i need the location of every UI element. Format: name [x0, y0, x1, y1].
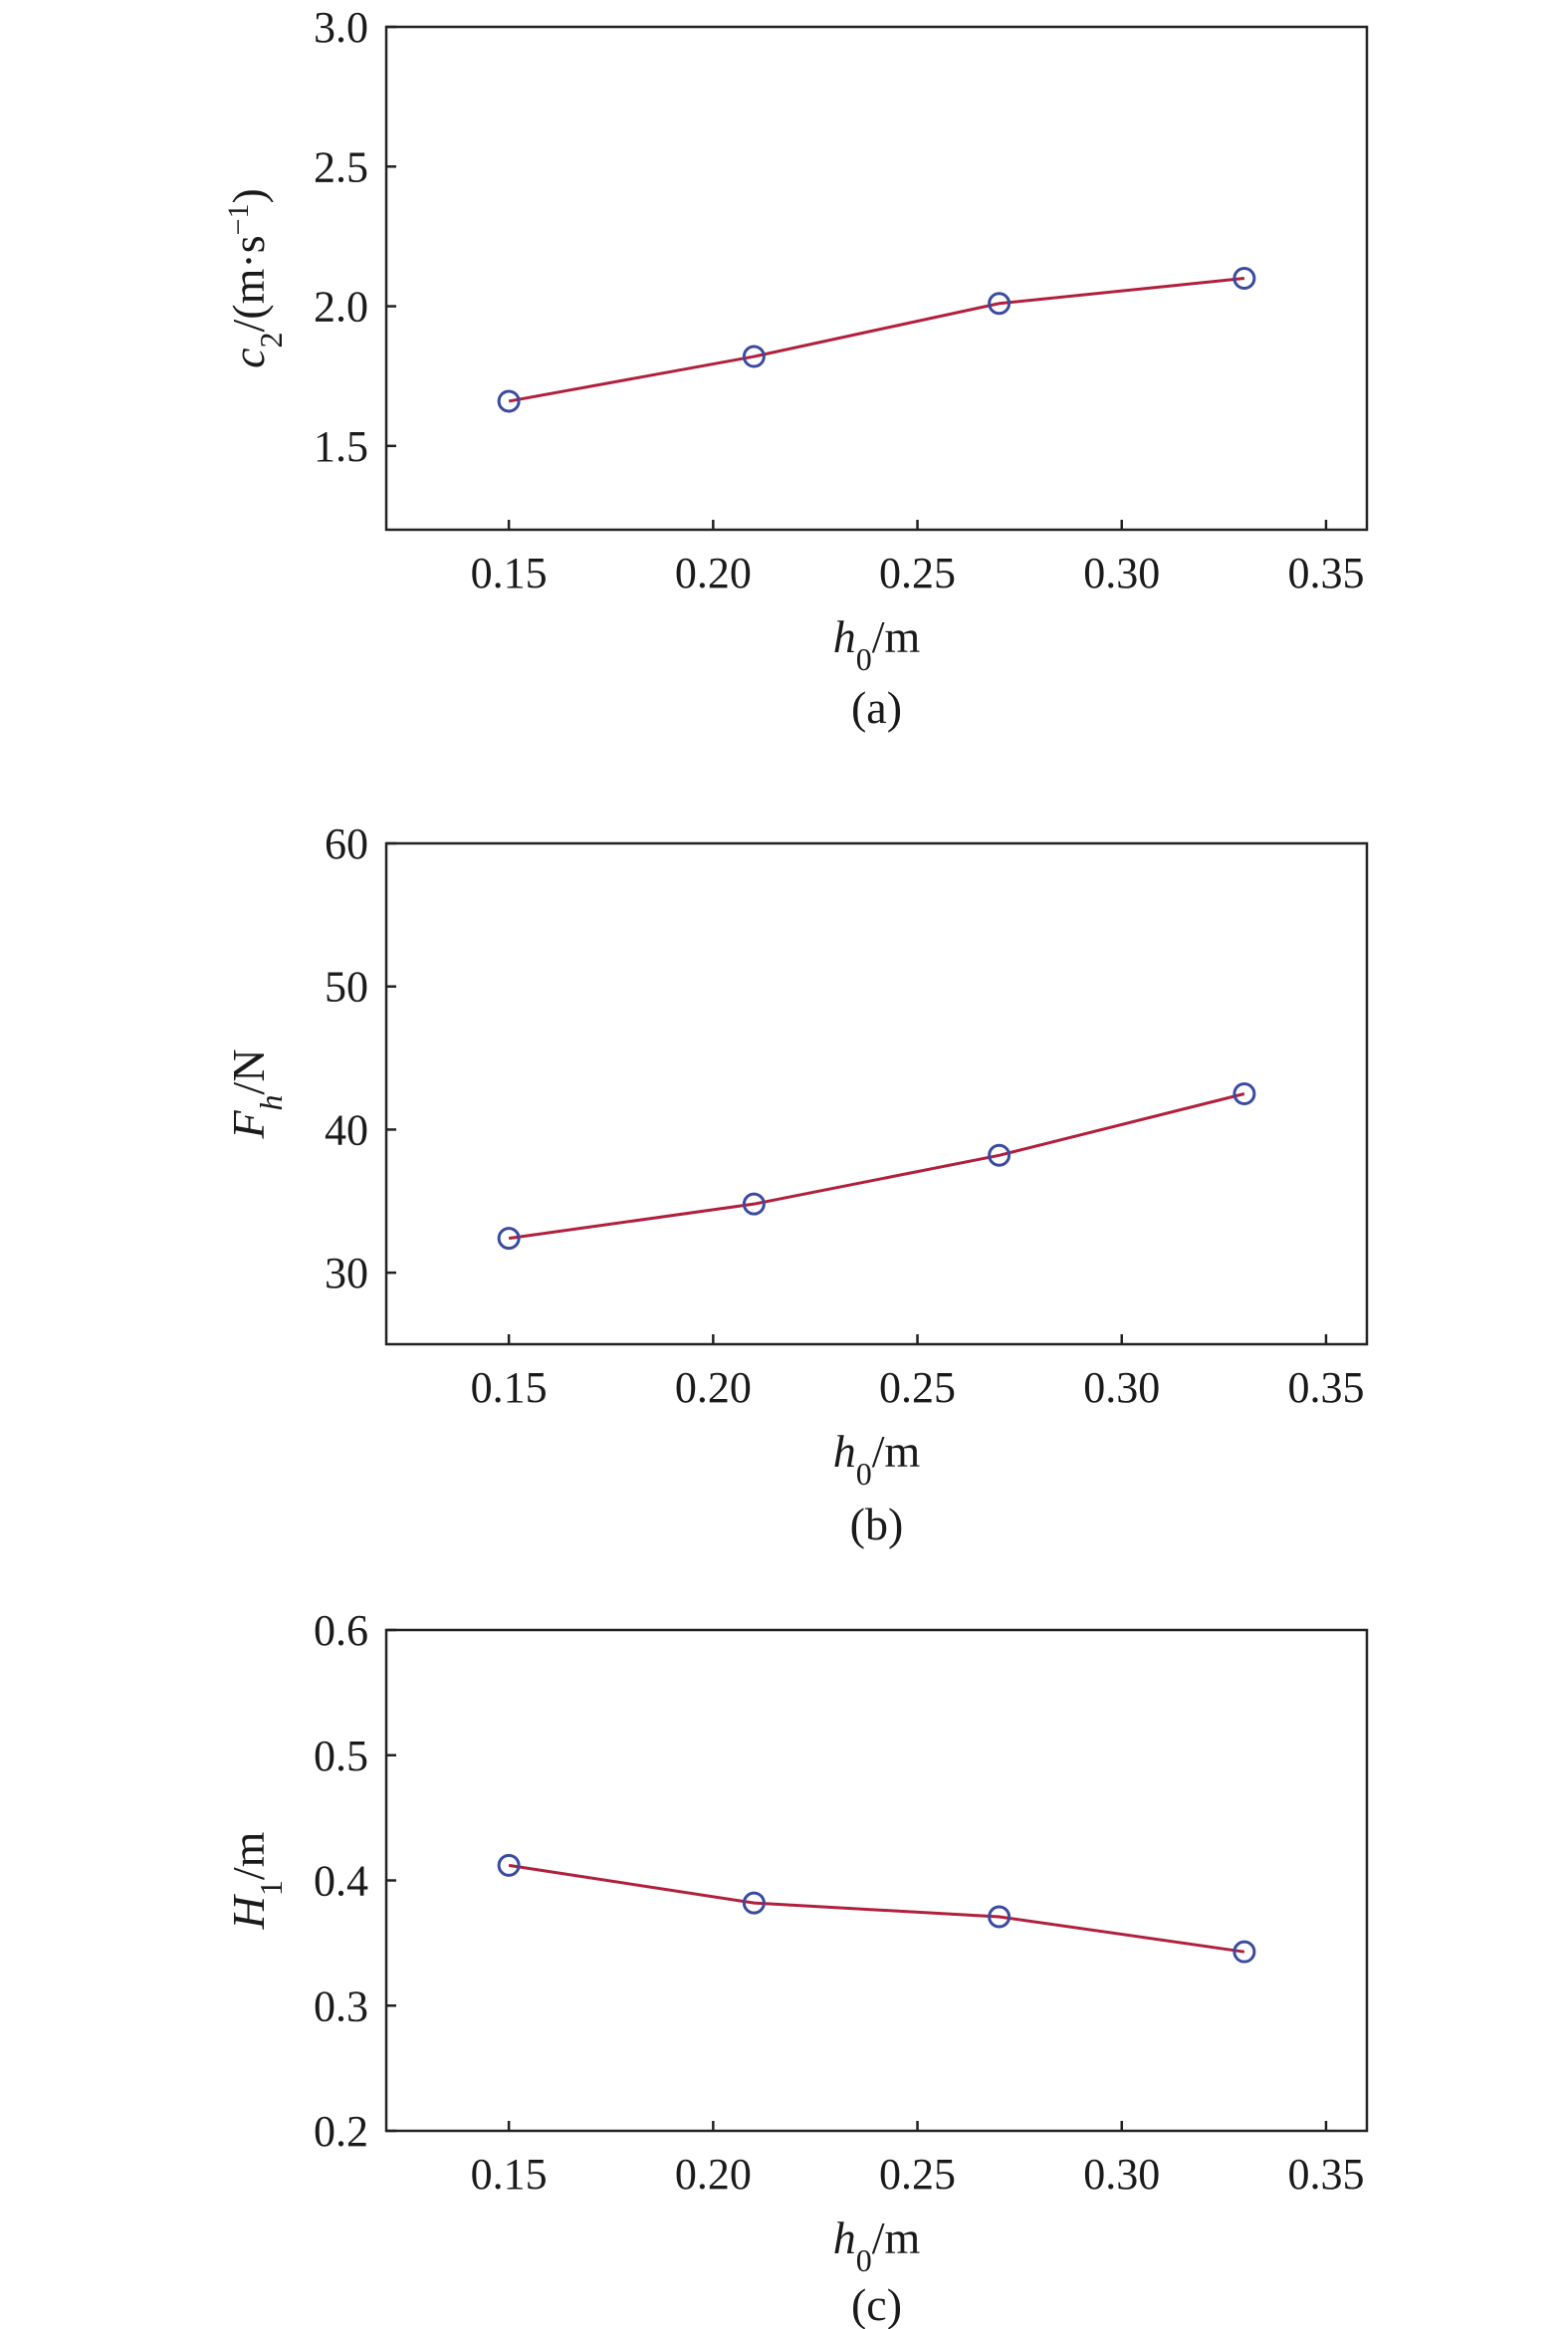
data-point: [1232, 1940, 1256, 1964]
x-tick-label: 0.30: [1083, 549, 1160, 597]
y-tick-label: 0.3: [314, 1981, 368, 2030]
data-point: [497, 389, 521, 413]
x-tick-label: 0.20: [675, 2150, 752, 2199]
x-tick-label: 0.15: [471, 549, 548, 597]
x-tick-label: 0.20: [675, 1363, 752, 1412]
data-point: [1232, 1082, 1256, 1105]
data-point: [988, 1143, 1011, 1167]
data-point: [1232, 267, 1256, 290]
x-axis-label: h0/m: [833, 1426, 921, 1492]
data-point: [988, 1905, 1011, 1929]
chart-panel-2: 0.15 0.20 0.25 0.30 0.35 30 40 50 60 h0/m Fh/N (b): [223, 819, 1369, 1549]
y-tick-label: 3.0: [314, 3, 368, 52]
y-tick-label: 0.5: [314, 1732, 368, 1780]
y-tick-label: 2.0: [314, 283, 368, 332]
x-tick-label: 0.30: [1083, 2150, 1160, 2199]
y-axis-label: c2/(m·s−1): [222, 188, 290, 368]
y-axis-label: H1/m: [223, 1831, 289, 1930]
y-tick-label: 40: [325, 1105, 368, 1154]
x-tick-label: 0.35: [1287, 1363, 1364, 1412]
data-point: [988, 292, 1011, 316]
panel-caption: (a): [851, 682, 902, 733]
panel-caption: (b): [850, 1499, 904, 1549]
y-tick-label: 0.6: [314, 1606, 368, 1655]
y-tick-label: 0.2: [314, 2107, 368, 2156]
x-tick-label: 0.25: [879, 549, 956, 597]
chart-panel-3: 0.15 0.20 0.25 0.30 0.35 0.2 0.3 0.4 0.5 0.6 h0/m H…: [223, 1606, 1369, 2329]
y-tick-label: 1.5: [314, 422, 368, 471]
y-tick-label: 30: [325, 1249, 368, 1297]
y-tick-label: 2.5: [314, 142, 368, 191]
x-tick-label: 0.25: [879, 2150, 956, 2199]
x-axis-label: h0/m: [833, 611, 921, 677]
y-axis-label: Fh/N: [223, 1048, 289, 1139]
data-point: [742, 1891, 766, 1915]
data-point: [497, 1227, 521, 1251]
x-tick-label: 0.35: [1287, 2150, 1364, 2199]
x-tick-label: 0.15: [471, 1363, 548, 1412]
y-tick-label: 0.4: [314, 1857, 368, 1906]
x-tick-label: 0.30: [1083, 1363, 1160, 1412]
plot-frame: [384, 25, 1369, 532]
x-axis-label: h0/m: [833, 2213, 921, 2278]
x-tick-label: 0.20: [675, 549, 752, 597]
chart-panel-1: 0.15 0.20 0.25 0.30 0.35 1.5 2.0 2.5 3.0 h0/m c2/(…: [222, 3, 1369, 733]
data-point: [497, 1853, 521, 1877]
data-point: [742, 345, 766, 368]
y-tick-label: 60: [325, 819, 368, 868]
data-point: [742, 1192, 766, 1216]
plot-frame: [384, 1628, 1369, 2133]
series-line: [508, 1092, 1245, 1241]
panel-caption: (c): [851, 2279, 902, 2329]
x-tick-label: 0.15: [471, 2150, 548, 2199]
x-tick-label: 0.35: [1287, 549, 1364, 597]
series-line: [508, 1863, 1245, 1954]
y-tick-label: 50: [325, 963, 368, 1012]
plot-frame: [384, 841, 1369, 1346]
series-line: [508, 277, 1245, 403]
x-tick-label: 0.25: [879, 1363, 956, 1412]
